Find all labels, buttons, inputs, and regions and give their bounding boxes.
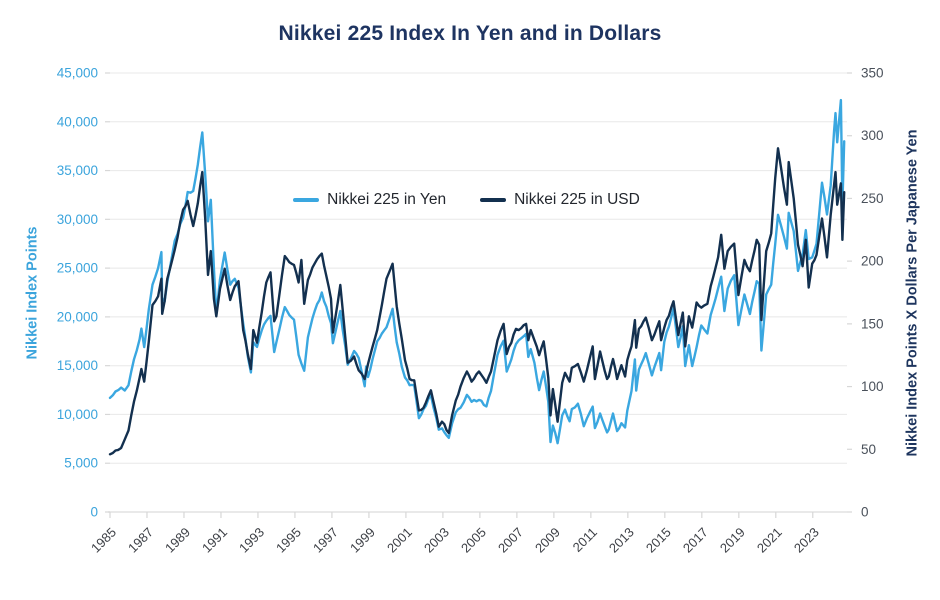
x-tick-label: 2001	[384, 525, 415, 556]
left-tick-label: 30,000	[57, 212, 98, 227]
x-tick-label: 1989	[162, 525, 193, 556]
gridlines	[110, 72, 847, 464]
right-tick-label: 100	[861, 379, 884, 394]
x-tick-label: 2003	[421, 525, 452, 556]
x-tick-label: 1995	[273, 525, 304, 556]
right-axis-tick-labels: 0 50 100 150 200 250 300 350	[861, 66, 884, 520]
left-tick-label: 5,000	[64, 456, 98, 471]
x-tick-label: 2005	[458, 525, 489, 556]
x-tick-label: 2023	[791, 525, 822, 556]
x-tick-label: 1985	[88, 525, 119, 556]
left-tick-label: 25,000	[57, 261, 98, 276]
yen-legend-label: Nikkei 225 in Yen	[327, 191, 447, 208]
left-axis-tick-labels: 0 5,000 10,000 15,000 20,000 25,000 30,000 35,0…	[57, 66, 98, 520]
x-tick-label: 1987	[125, 525, 156, 556]
legend-item-yen: Nikkei 225 in Yen	[293, 191, 446, 209]
x-tick-label: 1993	[236, 525, 267, 556]
right-tick-label: 50	[861, 442, 876, 457]
x-tick-label: 2011	[570, 525, 600, 555]
tick-marks	[105, 72, 852, 518]
legend-item-usd: Nikkei 225 in USD	[480, 191, 640, 209]
x-tick-label: 2015	[643, 525, 674, 556]
series-nikkei-yen-line	[108, 98, 846, 445]
series-nikkei-usd-line	[108, 147, 846, 456]
x-tick-label: 1997	[310, 525, 341, 556]
x-tick-label: 1991	[199, 525, 230, 556]
x-tick-label: 2017	[680, 525, 711, 556]
right-tick-label: 250	[861, 191, 884, 206]
x-tick-label: 2013	[606, 525, 637, 556]
left-tick-label: 20,000	[57, 309, 98, 324]
left-tick-label: 45,000	[57, 66, 98, 81]
right-tick-label: 150	[861, 316, 884, 331]
legend: Nikkei 225 in Yen Nikkei 225 in USD	[110, 188, 847, 212]
x-tick-label: 2019	[717, 525, 748, 556]
right-tick-label: 350	[861, 66, 884, 81]
left-tick-label: 40,000	[57, 114, 98, 129]
x-tick-label: 2021	[754, 525, 785, 556]
yen-line-swatch	[293, 198, 320, 202]
left-tick-label: 10,000	[57, 407, 98, 422]
left-tick-label: 15,000	[57, 358, 98, 373]
usd-line-swatch	[480, 198, 507, 202]
right-tick-label: 200	[861, 254, 884, 269]
x-axis-tick-labels: 1985 1987 1989 1991 1993 1995 1997 1999 2001 2003…	[88, 525, 822, 556]
left-tick-label: 0	[90, 505, 98, 520]
right-tick-label: 0	[861, 505, 869, 520]
x-tick-label: 1999	[347, 525, 378, 556]
right-tick-label: 300	[861, 128, 884, 143]
x-tick-label: 2009	[532, 525, 563, 556]
x-tick-label: 2007	[495, 525, 526, 556]
usd-legend-label: Nikkei 225 in USD	[514, 191, 640, 208]
chart-title: Nikkei 225 Index In Yen and in Dollars	[278, 22, 662, 45]
left-tick-label: 35,000	[57, 163, 98, 178]
